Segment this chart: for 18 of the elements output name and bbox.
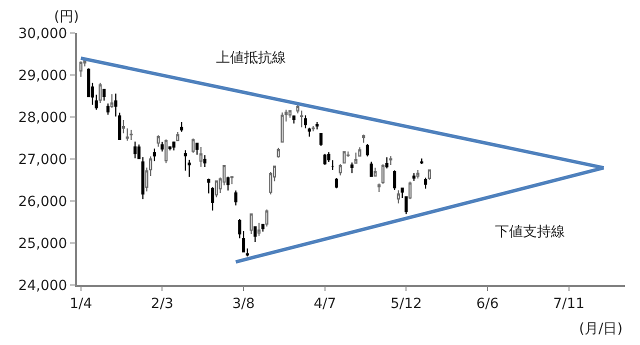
y-tick-label: 24,000 [18,278,68,294]
x-axis-title: (月/日) [579,321,623,337]
y-tick-label: 29,000 [18,68,68,84]
x-tick-label: 2/3 [150,296,174,312]
y-tick-label: 30,000 [18,26,68,42]
x-tick-label: 6/6 [476,296,499,312]
x-tick-label: 3/8 [232,296,255,312]
y-tick-label: 27,000 [18,152,68,168]
y-axis-title: (円) [54,9,79,25]
annotation: 上値抵抗線 [216,50,286,66]
y-tick-label: 26,000 [18,194,68,210]
x-tick-label: 7/11 [553,296,585,312]
y-tick-label: 25,000 [18,236,68,252]
x-tick-label: 5/12 [390,296,422,312]
annotation: 下値支持線 [495,224,565,240]
x-tick-label: 1/4 [70,296,92,312]
x-tick-label: 4/7 [314,296,336,312]
y-tick-label: 28,000 [18,110,68,126]
